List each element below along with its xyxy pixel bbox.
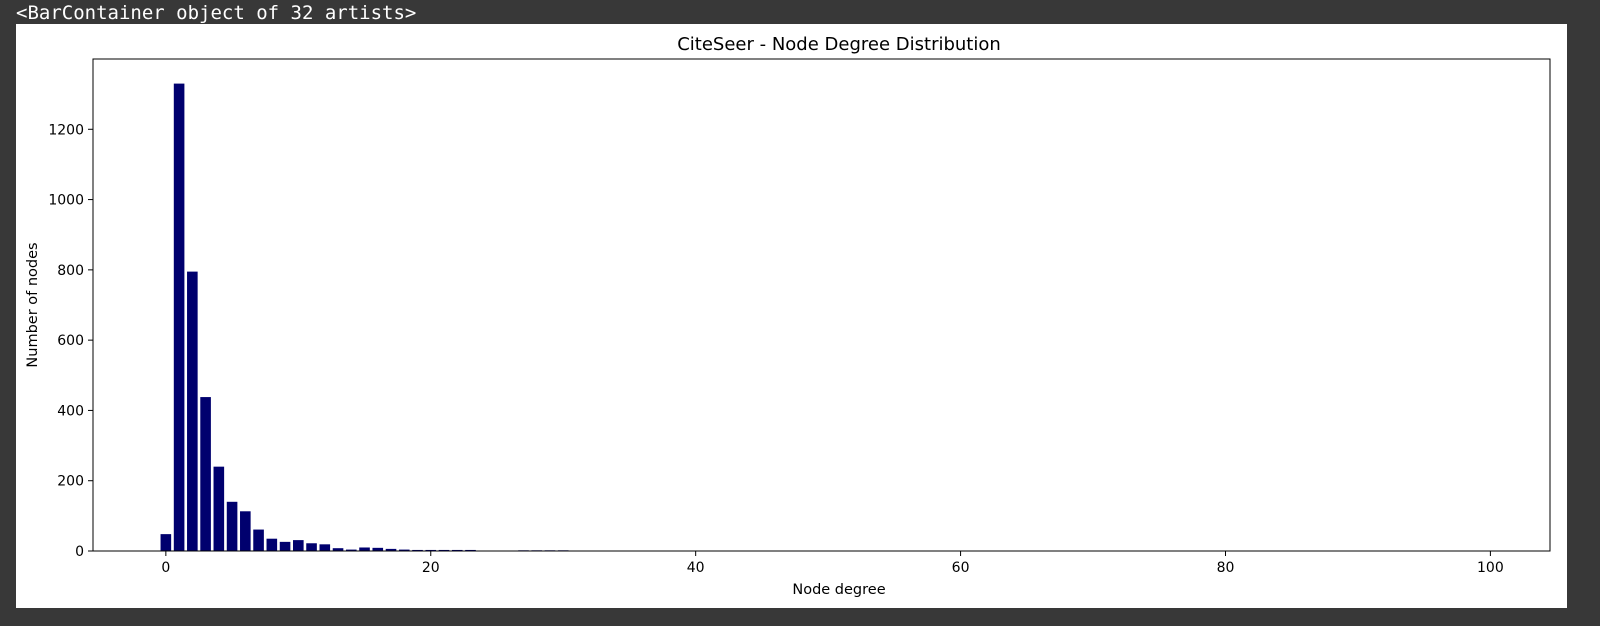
figure-canvas [16,24,1567,608]
bar-degree-0 [160,534,172,551]
x-tick-label: 60 [952,560,970,576]
bar-degree-19 [412,549,423,551]
chart-title: CiteSeer - Node Degree Distribution [677,34,1001,55]
x-axis-ticks: 0 20 40 60 80 100 [161,551,1504,576]
y-tick-label: 600 [57,333,84,349]
x-tick-label: 20 [422,560,440,576]
y-tick-label: 400 [57,403,84,419]
y-tick-label: 200 [57,474,84,490]
y-tick-label: 0 [75,544,84,560]
bar-degree-22 [451,549,463,551]
bar-degree-7 [253,529,264,551]
bar-degree-8 [266,538,278,551]
bar-degree-4 [213,466,225,551]
cell-output-text: <BarContainer object of 32 artists> [16,2,417,24]
y-axis-label: Number of nodes [25,242,41,367]
x-tick-label: 100 [1477,560,1504,576]
bar-degree-13 [332,548,344,551]
y-tick-label: 1200 [48,122,84,138]
y-tick-label: 1000 [48,193,84,209]
axes-frame [92,58,1551,552]
bar-degree-15 [359,547,370,551]
y-tick-label: 800 [57,263,84,279]
bar-degree-1 [173,83,185,551]
bar-degree-6 [240,511,251,551]
bars-group [160,83,1483,552]
x-tick-label: 40 [687,560,705,576]
bar-degree-16 [372,547,384,551]
bar-degree-5 [226,501,238,551]
bar-degree-12 [319,544,331,551]
bar-degree-18 [398,549,410,551]
x-axis-label: Node degree [792,582,885,598]
bar-degree-10 [293,540,304,551]
bar-degree-17 [385,548,397,551]
x-tick-label: 80 [1217,560,1235,576]
bar-degree-14 [345,549,357,551]
bar-degree-20 [425,549,437,551]
bar-degree-11 [306,543,317,551]
bar-degree-23 [465,549,476,551]
bar-degree-2 [187,271,198,551]
bar-degree-3 [200,397,211,551]
bar-degree-9 [279,541,291,551]
y-axis-ticks: 0 200 400 600 800 1000 1200 [48,122,93,560]
bar-degree-21 [438,549,450,551]
x-tick-label: 0 [161,560,170,576]
